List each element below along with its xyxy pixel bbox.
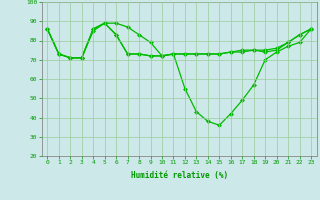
X-axis label: Humidité relative (%): Humidité relative (%) (131, 171, 228, 180)
